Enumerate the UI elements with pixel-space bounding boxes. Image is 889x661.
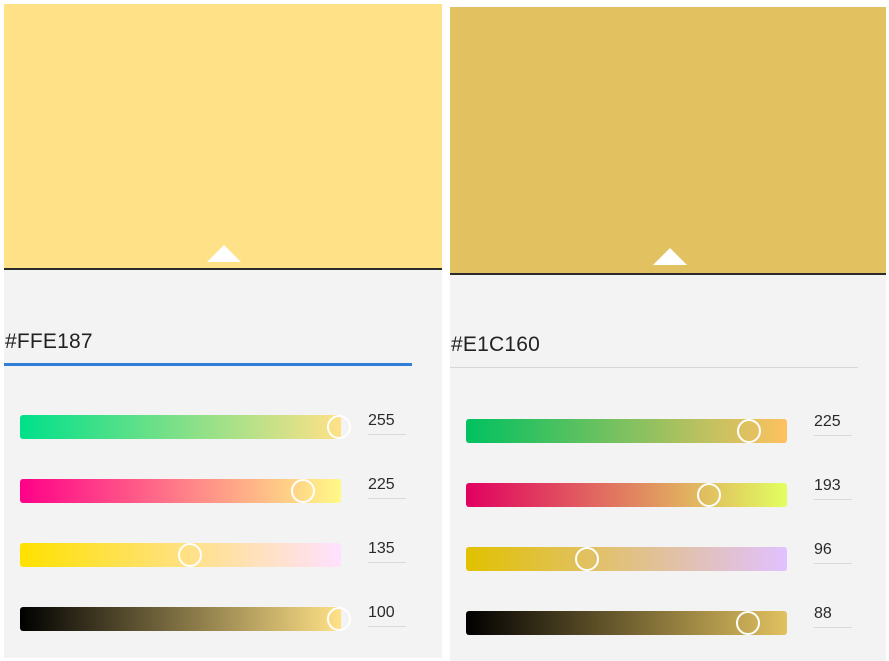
color-picker-panel-right: #E1C160 225 193 96 88 xyxy=(450,7,886,661)
slider-value-underline xyxy=(814,627,852,628)
slider-track-alpha[interactable] xyxy=(20,607,341,631)
slider-thumb-alpha[interactable] xyxy=(736,611,761,635)
slider-thumb-red[interactable] xyxy=(327,415,351,439)
slider-track-alpha[interactable] xyxy=(466,611,787,635)
slider-track-red[interactable] xyxy=(466,419,787,443)
slider-thumb-ring xyxy=(177,543,202,567)
slider-track-green[interactable] xyxy=(466,483,787,507)
slider-thumb-ring xyxy=(327,607,351,631)
slider-value-underline xyxy=(368,434,406,435)
slider-thumb-red[interactable] xyxy=(737,419,762,443)
color-picker-panel-left: #FFE187 255 225 135 100 xyxy=(4,4,442,658)
slider-value-underline xyxy=(814,499,852,500)
slider-value-underline xyxy=(368,498,406,499)
slider-track-red[interactable] xyxy=(20,415,341,439)
slider-thumb-alpha[interactable] xyxy=(327,607,351,631)
slider-thumb-blue[interactable] xyxy=(177,543,202,567)
slider-thumb-green[interactable] xyxy=(291,479,316,503)
slider-value-blue[interactable]: 135 xyxy=(368,540,395,557)
slider-value-underline xyxy=(814,435,852,436)
hex-input-underline xyxy=(450,367,858,368)
slider-value-red[interactable]: 255 xyxy=(368,412,395,429)
slider-thumb-ring xyxy=(291,479,316,503)
slider-value-alpha[interactable]: 100 xyxy=(368,604,395,621)
slider-track-blue[interactable] xyxy=(466,547,787,571)
slider-track-green[interactable] xyxy=(20,479,341,503)
caret-up-icon xyxy=(653,248,687,265)
slider-value-underline xyxy=(814,563,852,564)
caret-up-icon xyxy=(207,245,241,262)
slider-thumb-ring xyxy=(574,547,599,571)
slider-thumb-blue[interactable] xyxy=(574,547,599,571)
color-preview-swatch xyxy=(450,7,886,275)
hex-input-underline xyxy=(4,363,412,366)
slider-thumb-ring xyxy=(736,611,761,635)
slider-thumb-ring xyxy=(327,415,351,439)
hex-input[interactable]: #E1C160 xyxy=(451,333,540,356)
hex-input[interactable]: #FFE187 xyxy=(5,330,93,353)
slider-value-blue[interactable]: 96 xyxy=(814,541,832,558)
slider-thumb-green[interactable] xyxy=(696,483,721,507)
color-preview-swatch xyxy=(4,4,442,270)
slider-value-underline xyxy=(368,562,406,563)
slider-value-alpha[interactable]: 88 xyxy=(814,605,832,622)
slider-thumb-ring xyxy=(737,419,762,443)
slider-value-green[interactable]: 193 xyxy=(814,477,841,494)
slider-thumb-ring xyxy=(696,483,721,507)
slider-value-red[interactable]: 225 xyxy=(814,413,841,430)
slider-value-green[interactable]: 225 xyxy=(368,476,395,493)
slider-value-underline xyxy=(368,626,406,627)
